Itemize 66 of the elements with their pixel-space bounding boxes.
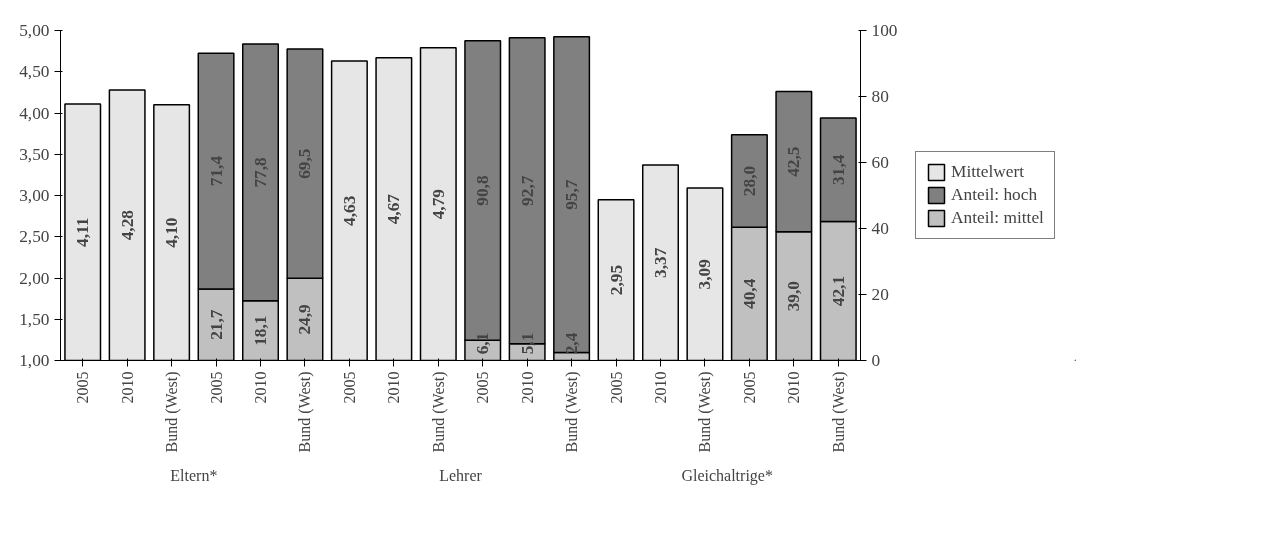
x-tick-label: Bund (West) [696,371,715,453]
data-label: 4,10 [162,217,182,248]
y-tick-label: 1,00 [19,351,50,370]
x-tick-label: 2010 [118,371,136,404]
x-tick-label: Bund (West) [829,371,848,453]
x-tick-label: 2005 [607,371,625,404]
data-label: 21,7 [206,309,226,340]
x-tick-label: 2005 [474,371,492,404]
data-label: 77,8 [251,156,270,188]
y-tick-label: 1,50 [19,309,50,329]
data-label: 40,4 [739,278,759,309]
x-tick-label: Bund (West) [563,371,582,453]
x-tick-label: 2010 [385,371,403,404]
y-tick-label: 3,00 [19,186,50,205]
data-label: 95,7 [562,179,582,210]
data-label: 2,4 [562,332,582,355]
data-label: 6,1 [473,332,493,355]
data-label: 4,67 [384,193,404,225]
y2-tick-label: 100 [871,21,898,40]
x-tick-label: Bund (West) [429,371,448,453]
data-label: 3,37 [651,247,670,278]
data-label: 42,1 [828,275,848,307]
data-label: 4,11 [73,217,93,247]
y2-tick-label: 60 [871,153,889,172]
text: Eltern* [170,466,218,484]
data-label: 28,0 [739,165,759,197]
text: Gleichaltrige* [681,466,773,485]
x-tick-label: 2005 [740,371,758,404]
x-tick-label: 2010 [518,371,536,404]
x-tick-label: 2010 [252,371,269,404]
y-tick-label: 3,50 [19,144,50,164]
text: Lehrer [439,466,483,484]
data-label: 4,28 [117,209,137,241]
data-label: 4,63 [339,195,359,226]
x-tick-label: 2005 [74,371,92,404]
legend-label: Mittelwert [951,162,1025,182]
data-label: 71,4 [206,155,226,187]
y2-tick-label: 80 [871,87,889,106]
data-label: 24,9 [295,303,315,335]
legend-label: Anteil: mittel [951,208,1044,228]
data-label: 69,5 [295,148,315,179]
data-label: 4,79 [428,188,448,220]
y-tick-label: 5,00 [19,21,50,40]
y-tick-label: 4,50 [19,62,50,82]
x-tick-label: Bund (West) [296,371,315,453]
x-tick-label: 2010 [785,371,803,404]
y2-tick-label: 0 [871,351,881,370]
x-tick-label: 2005 [207,371,225,404]
y2-tick-label: 20 [871,285,889,304]
data-label: 3,09 [695,258,715,290]
data-label: 90,8 [473,175,493,206]
legend-label: Anteil: hoch [951,185,1038,205]
y2-tick-label: 40 [871,219,889,238]
data-label: 31,4 [828,154,848,185]
data-label: 5,1 [517,332,537,355]
x-tick-label: 2010 [652,371,669,404]
data-label: 39,0 [784,280,804,312]
data-label: 18,1 [251,315,270,346]
x-tick-label: Bund (West) [163,371,182,453]
y-tick-label: 2,00 [19,268,50,288]
data-label: 2,95 [606,264,626,296]
data-label: 92,7 [517,175,537,206]
y-tick-label: 4,00 [19,103,50,123]
data-label: 42,5 [784,146,804,177]
x-tick-label: 2005 [340,371,358,404]
y-tick-label: 2,50 [19,227,50,247]
